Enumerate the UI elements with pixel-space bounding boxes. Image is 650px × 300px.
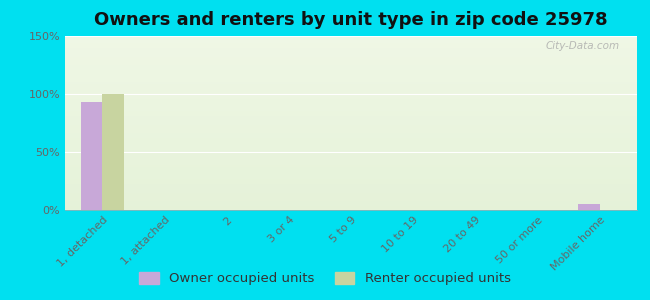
Text: City-Data.com: City-Data.com <box>546 41 620 51</box>
Legend: Owner occupied units, Renter occupied units: Owner occupied units, Renter occupied un… <box>134 266 516 290</box>
Bar <box>102 94 124 210</box>
Bar <box>81 102 102 210</box>
Bar <box>578 204 600 210</box>
Title: Owners and renters by unit type in zip code 25978: Owners and renters by unit type in zip c… <box>94 11 608 29</box>
